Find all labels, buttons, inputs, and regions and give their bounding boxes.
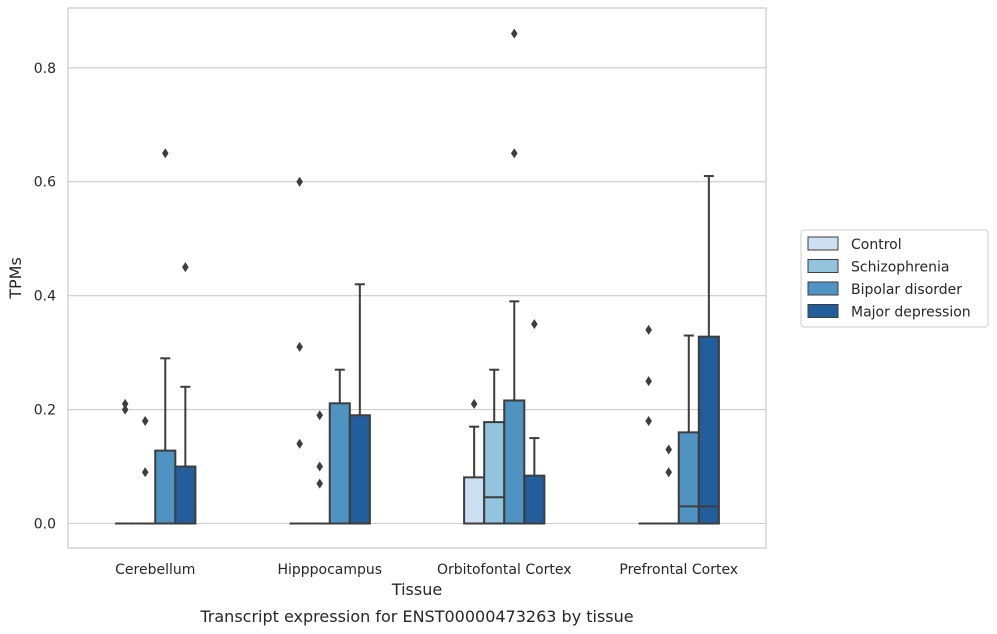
legend-swatch xyxy=(807,304,839,318)
box-group xyxy=(328,368,351,525)
legend: Control Schizophrenia Bipolar disorder Majo… xyxy=(800,229,989,328)
outlier-point xyxy=(121,398,129,409)
box xyxy=(503,399,526,525)
plot-frame xyxy=(67,7,767,549)
y-tick-label: 0.0 xyxy=(34,517,56,533)
outlier-point xyxy=(531,319,538,330)
box-group xyxy=(503,28,526,525)
outlier-point xyxy=(161,148,169,159)
box xyxy=(348,414,371,525)
box-group xyxy=(289,176,310,525)
outlier-point xyxy=(665,467,673,478)
outlier-point xyxy=(296,341,303,352)
box-group xyxy=(463,398,486,525)
box xyxy=(154,449,177,525)
outlier-point xyxy=(645,415,652,426)
box-group xyxy=(174,262,197,525)
box-group xyxy=(348,283,371,525)
legend-label: Major depression xyxy=(851,305,971,321)
box xyxy=(174,465,197,525)
box-group xyxy=(154,148,177,525)
legend-frame xyxy=(800,229,989,328)
box-group xyxy=(523,319,546,525)
outlier-point xyxy=(141,467,149,478)
figure-caption: Transcript expression for ENST0000047326… xyxy=(199,607,633,626)
y-tick-label: 0.4 xyxy=(34,289,56,305)
outlier-point xyxy=(316,478,324,489)
outlier-point xyxy=(296,438,303,449)
legend-swatch xyxy=(807,281,839,296)
legend-label: Bipolar disorder xyxy=(851,282,962,298)
box-group xyxy=(483,368,506,525)
box xyxy=(677,431,700,525)
box-group xyxy=(115,398,136,525)
outlier-point xyxy=(470,398,478,409)
box-group xyxy=(638,324,659,525)
box xyxy=(328,402,351,525)
outlier-point xyxy=(182,262,189,273)
outlier-point xyxy=(645,376,652,387)
box xyxy=(523,474,546,525)
box-group xyxy=(658,444,679,525)
box-group xyxy=(697,175,720,525)
legend-label: Schizophrenia xyxy=(851,260,949,276)
x-tick-label: Hipppocampus xyxy=(277,562,382,578)
box-group xyxy=(309,410,330,525)
x-tick-label: Orbitofontal Cortex xyxy=(437,562,572,578)
y-axis-label: TPMs xyxy=(6,257,25,300)
outlier-point xyxy=(316,461,324,472)
box xyxy=(463,476,486,525)
outlier-point xyxy=(296,176,303,187)
box xyxy=(697,335,720,525)
legend-label: Control xyxy=(851,237,902,253)
legend-swatch xyxy=(807,236,839,251)
box xyxy=(483,421,506,525)
box-group xyxy=(135,415,156,525)
box-group xyxy=(677,334,700,525)
y-axis-ticks: 0.0 0.2 0.4 0.6 0.8 xyxy=(34,61,56,533)
legend-swatch xyxy=(807,259,839,273)
y-tick-label: 0.8 xyxy=(34,61,56,77)
x-axis-ticks: Cerebellum Hipppocampus Orbitofontal Corte… xyxy=(115,562,738,578)
outlier-point xyxy=(645,324,652,335)
outlier-point xyxy=(510,148,518,159)
y-tick-label: 0.6 xyxy=(34,175,56,191)
box-plot-layer xyxy=(115,28,720,525)
x-axis-label: Tissue xyxy=(391,580,442,599)
y-tick-label: 0.2 xyxy=(34,403,56,419)
outlier-point xyxy=(510,28,518,39)
outlier-point xyxy=(665,444,673,455)
outlier-point xyxy=(121,404,129,415)
x-tick-label: Cerebellum xyxy=(115,562,195,578)
outlier-point xyxy=(141,415,149,426)
outlier-point xyxy=(316,410,324,421)
x-tick-label: Prefrontal Cortex xyxy=(619,562,738,578)
